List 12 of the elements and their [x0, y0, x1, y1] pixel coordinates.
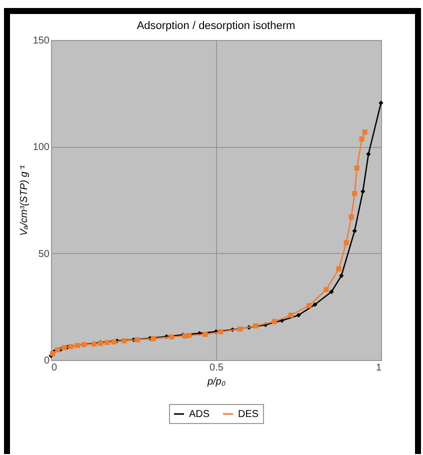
- legend-label: DES: [238, 409, 259, 420]
- x-tick-label: 1: [376, 362, 382, 374]
- x-tick-label: 0: [52, 362, 58, 374]
- y-tick-label: 150: [32, 36, 50, 46]
- x-axis-title: p/p₀: [206, 376, 226, 388]
- chart-title: Adsorption / desorption isotherm: [136, 20, 296, 32]
- y-tick-label: 50: [38, 248, 50, 260]
- y-tick-label: 0: [44, 356, 50, 366]
- y-tick-label: 100: [32, 142, 50, 154]
- y-axis-title: Vₐ/cm³(STP) g⁻¹: [18, 164, 30, 236]
- legend-label: ADS: [189, 409, 210, 420]
- x-tick-label: 0.5: [210, 362, 224, 374]
